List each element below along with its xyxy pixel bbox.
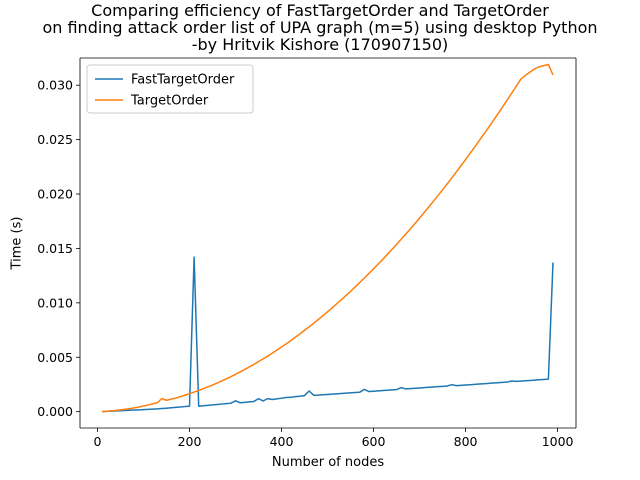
chart-title-line-2: on finding attack order list of UPA grap… — [42, 18, 598, 37]
x-tick-label: 400 — [270, 434, 294, 449]
y-tick-label: 0.010 — [37, 295, 73, 310]
y-tick-label: 0.020 — [37, 187, 73, 202]
x-tick-label: 1000 — [542, 434, 574, 449]
x-tick-label: 0 — [94, 434, 102, 449]
legend-label-targetorder: TargetOrder — [130, 94, 209, 109]
y-tick-label: 0.000 — [37, 404, 73, 419]
y-tick-label: 0.025 — [37, 132, 73, 147]
chart-title-line-3: -by Hritvik Kishore (170907150) — [191, 35, 449, 54]
chart-title-line-1: Comparing efficiency of FastTargetOrder … — [91, 1, 549, 20]
y-axis-label: Time (s) — [9, 216, 25, 270]
y-tick-label: 0.015 — [37, 241, 73, 256]
x-tick-label: 200 — [178, 434, 202, 449]
series-line-targetorder — [102, 63, 554, 413]
series-line-fasttargetorder — [102, 256, 554, 413]
x-axis-label: Number of nodes — [271, 455, 385, 470]
y-tick-label: 0.030 — [37, 78, 73, 93]
x-tick-label: 600 — [362, 434, 386, 449]
legend: FastTargetOrder TargetOrder — [86, 64, 254, 114]
legend-label-fasttargetorder: FastTargetOrder — [131, 73, 235, 88]
legend-box — [86, 64, 254, 114]
x-tick-label: 800 — [454, 434, 478, 449]
y-tick-label: 0.005 — [37, 350, 73, 365]
